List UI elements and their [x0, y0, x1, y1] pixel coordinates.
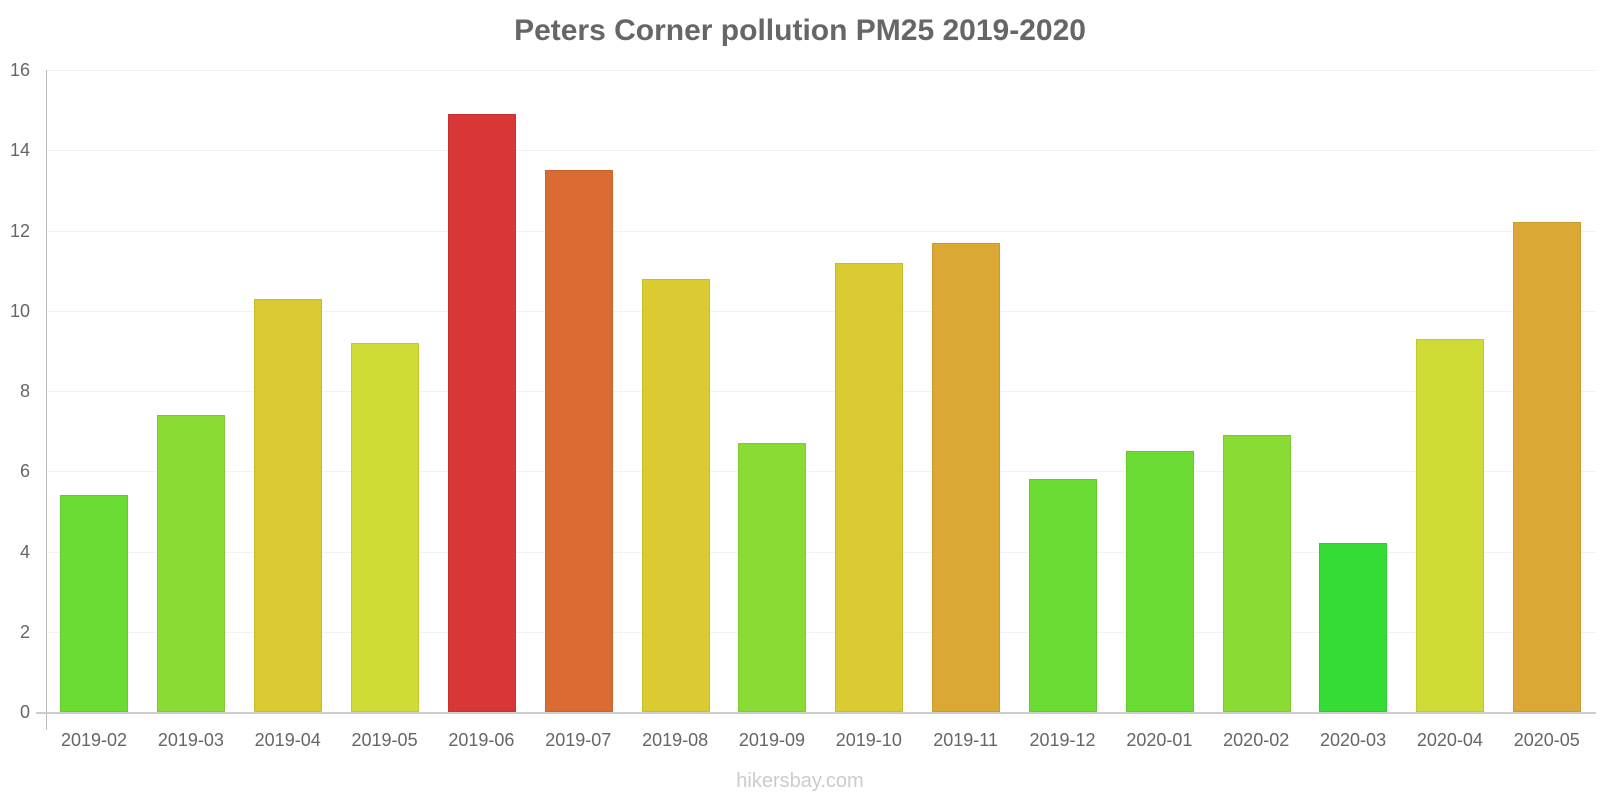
y-axis	[46, 70, 47, 730]
gridline	[46, 230, 1596, 232]
gridline	[46, 631, 1596, 633]
y-tick-label: 14	[9, 140, 30, 161]
y-tick-label: 2	[19, 621, 30, 642]
y-tick-label: 10	[9, 300, 30, 321]
bar-2019-07[interactable]	[544, 170, 613, 712]
bar-2019-08[interactable]	[641, 278, 710, 712]
x-tick-label: 2019-08	[642, 730, 709, 750]
x-tick-label: 2019-12	[1029, 730, 1096, 750]
y-tick-label: 8	[19, 381, 30, 401]
watermark: hikersbay.com	[736, 770, 864, 792]
bar-2020-02[interactable]	[1222, 435, 1291, 712]
x-tick-label: 2019-05	[351, 730, 418, 750]
bar-2019-02[interactable]	[60, 495, 129, 712]
y-tick-label: 0	[19, 702, 30, 722]
y-tick-label: 4	[19, 541, 30, 562]
y-tick-label: 6	[19, 461, 30, 482]
gridline	[46, 551, 1596, 553]
bar-2019-09[interactable]	[738, 443, 807, 712]
bar-2019-11[interactable]	[932, 242, 1001, 712]
bar-2019-03[interactable]	[157, 415, 226, 712]
bar-2020-01[interactable]	[1125, 451, 1194, 712]
x-tick-label: 2020-01	[1126, 730, 1193, 750]
x-tick-label: 2020-03	[1320, 730, 1387, 750]
x-tick-label: 2019-02	[60, 730, 128, 750]
x-tick-label: 2019-09	[738, 730, 805, 750]
x-tick-label: 2019-07	[545, 730, 612, 750]
bar-2019-12[interactable]	[1028, 479, 1097, 712]
bar-2019-06[interactable]	[447, 114, 516, 712]
x-tick-label: 2020-02	[1223, 730, 1290, 750]
chart-title: Peters Corner pollution PM25 2019-2020	[514, 14, 1086, 47]
gridline	[46, 471, 1596, 473]
bar-2019-10[interactable]	[835, 262, 904, 712]
gridline	[46, 150, 1596, 152]
bar-2019-04[interactable]	[254, 298, 323, 712]
x-tick-label: 2019-06	[448, 730, 515, 750]
y-tick-label: 12	[9, 220, 30, 241]
x-tick-label: 2019-03	[157, 730, 224, 750]
x-axis	[36, 712, 1596, 714]
bar-2020-04[interactable]	[1416, 338, 1485, 712]
bar-2019-05[interactable]	[350, 342, 419, 712]
x-tick-label: 2020-05	[1513, 730, 1580, 750]
x-tick-label: 2019-11	[933, 730, 998, 750]
gridline	[46, 70, 1596, 71]
bar-2020-03[interactable]	[1319, 543, 1388, 712]
x-tick-label: 2019-04	[254, 730, 321, 750]
gridline	[46, 310, 1596, 312]
bar-2020-05[interactable]	[1513, 222, 1582, 712]
gridline	[46, 391, 1596, 392]
x-tick-label: 2019-10	[835, 730, 902, 750]
y-tick-label: 16	[9, 60, 30, 80]
x-tick-label: 2020-04	[1416, 730, 1483, 750]
